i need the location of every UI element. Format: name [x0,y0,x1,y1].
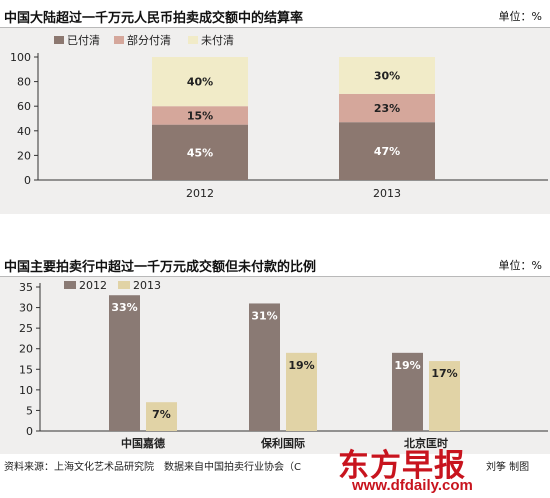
bottom-title-rule [0,276,550,277]
legend-label: 未付清 [201,34,234,47]
legend-label: 2013 [133,279,161,292]
brand-url[interactable]: www.dfdaily.com [352,477,473,494]
bar-segment [152,57,248,107]
grouped-bar-chart: 0 5 10 15 20 25 30 35 33% 7% 中国嘉德 31% 19% 保利国际 19% 17% 北… [19,279,548,450]
y-tick-label: 10 [19,384,33,397]
legend-label: 已付清 [67,34,100,47]
data-label: 15% [187,109,213,122]
data-label: 7% [152,408,171,421]
data-label: 17% [431,367,457,380]
bar-segment [339,57,435,94]
y-tick-label: 20 [17,149,31,162]
legend-swatch [114,36,124,44]
y-tick-label: 35 [19,281,33,294]
bar [109,295,140,431]
bar-segment [339,122,435,180]
top-chart-unit: 单位：% [498,10,542,23]
bar [286,352,317,431]
y-tick-label: 100 [10,51,31,64]
data-label: 40% [187,76,213,89]
top-chart-title: 中国大陆超过一千万元人民币拍卖成交额中的结算率 [4,11,304,26]
x-tick-label: 北京匡时 [404,436,448,450]
x-tick-label: 保利国际 [260,436,305,450]
bar [392,352,423,431]
y-tick-label: 20 [19,343,33,356]
y-tick-label: 15 [19,363,33,376]
credit-note: 刘筝 制图 [486,462,530,473]
y-tick-label: 40 [17,125,31,138]
legend-swatch [64,281,76,289]
x-tick-label: 中国嘉德 [121,436,165,450]
bar-segment [339,93,435,123]
x-tick-label: 2013 [373,187,401,200]
y-tick-label: 60 [17,100,31,113]
brand-logo: 东方早报 [338,448,466,484]
data-label: 31% [251,309,277,322]
legend-label: 部分付清 [127,33,171,47]
bar [429,361,460,431]
data-label: 19% [394,359,420,372]
data-label: 45% [187,146,213,159]
bar [146,402,177,431]
data-label: 30% [374,69,400,82]
x-tick-label: 2012 [186,187,214,200]
y-tick-label: 25 [19,322,33,335]
bar [249,303,280,431]
bar-segment [152,124,248,180]
legend-swatch [118,281,130,289]
bar-segment [152,106,248,125]
legend-swatch [188,36,198,44]
y-tick-label: 30 [19,302,33,315]
data-label: 33% [111,301,137,314]
data-label: 23% [374,102,400,115]
y-tick-label: 0 [26,425,33,438]
data-label: 19% [288,359,314,372]
y-tick-label: 0 [24,174,31,187]
stacked-bar-chart: 0 20 40 60 80 100 45% 15% 40% 2012 47% 23% 30% 2013 已付… [10,33,548,200]
top-chart-background [0,28,550,214]
legend-swatch [54,36,64,44]
top-title-rule [0,27,550,28]
legend-label: 2012 [79,279,107,292]
data-label: 47% [374,145,400,158]
source-note: 资料来源：上海文化艺术品研究院 数据来自中国拍卖行业协会（C [4,462,301,473]
bottom-chart-title: 中国主要拍卖行中超过一千万元成交额但未付款的比例 [4,260,317,275]
y-tick-label: 80 [17,76,31,89]
bottom-chart-unit: 单位：% [498,259,542,272]
y-tick-label: 5 [26,404,33,417]
